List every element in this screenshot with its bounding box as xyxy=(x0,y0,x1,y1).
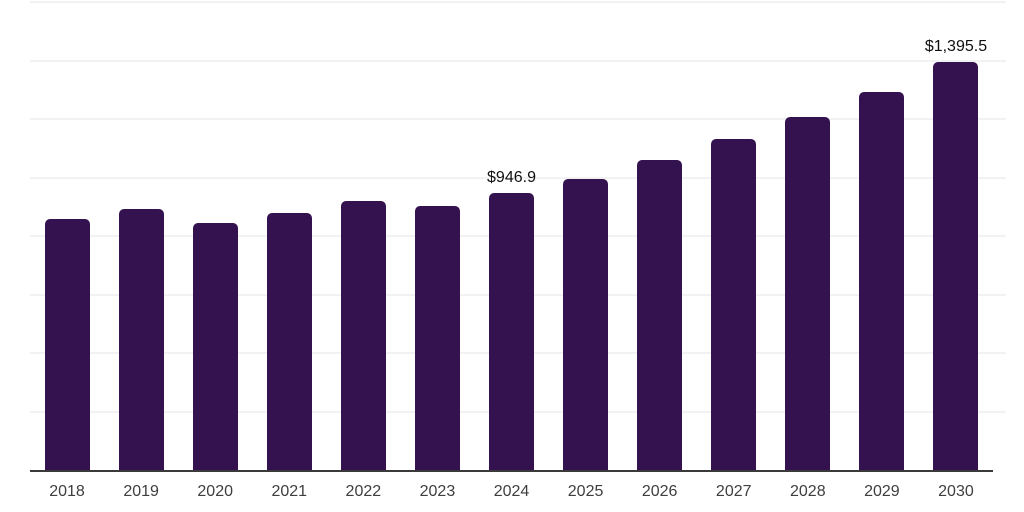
bar-2028 xyxy=(785,117,831,470)
bar-2029 xyxy=(859,91,905,470)
bar-2025 xyxy=(563,178,609,470)
gridline-1600 xyxy=(30,1,1006,3)
value-label-2030: $1,395.5 xyxy=(924,37,988,55)
x-tick-2026: 2026 xyxy=(641,483,678,500)
x-tick-2030: 2030 xyxy=(938,483,974,500)
gridline-1200 xyxy=(30,118,1006,120)
bar-2030 xyxy=(933,61,979,470)
x-tick-2028: 2028 xyxy=(790,483,826,500)
x-tick-2024: 2024 xyxy=(493,483,530,500)
x-tick-2022: 2022 xyxy=(345,483,382,500)
gridline-1000 xyxy=(30,176,1006,179)
x-tick-2027: 2027 xyxy=(715,483,752,500)
x-tick-2023: 2023 xyxy=(419,483,456,500)
x-tick-2025: 2025 xyxy=(567,483,604,500)
x-tick-2018: 2018 xyxy=(49,483,85,500)
value-label-2024: $946.9 xyxy=(487,169,536,187)
bar-2022 xyxy=(340,200,386,470)
x-tick-2029: 2029 xyxy=(864,483,900,500)
bar-2024 xyxy=(489,193,534,470)
x-tick-2020: 2020 xyxy=(197,483,233,500)
bar-2021 xyxy=(266,212,312,470)
x-tick-2019: 2019 xyxy=(123,483,159,500)
bar-2020 xyxy=(192,222,238,470)
gridline-1400 xyxy=(30,59,1006,62)
bar-2026 xyxy=(637,160,683,470)
x-axis-line xyxy=(30,470,993,472)
bar-2019 xyxy=(118,209,164,470)
bar-2027 xyxy=(711,139,757,470)
x-tick-2021: 2021 xyxy=(271,483,308,500)
bar-2023 xyxy=(414,205,460,470)
bar-2018 xyxy=(44,219,90,470)
